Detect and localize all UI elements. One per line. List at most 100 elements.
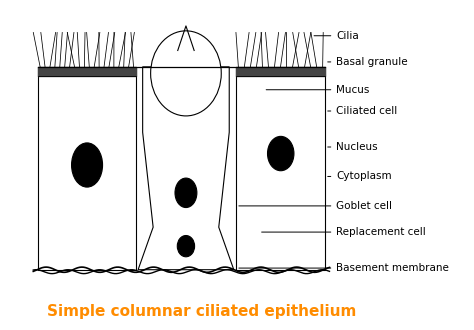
Point	[318, 209, 326, 214]
Point	[146, 85, 154, 90]
Point	[268, 256, 275, 261]
Point	[195, 131, 202, 137]
Point	[209, 160, 217, 166]
Point	[60, 129, 68, 134]
Point	[255, 161, 262, 166]
Point	[282, 89, 290, 94]
Point	[149, 214, 156, 219]
Point	[63, 240, 70, 246]
Point	[160, 111, 167, 116]
Point	[273, 215, 281, 221]
Point	[52, 179, 59, 184]
Point	[277, 123, 284, 128]
Point	[46, 242, 54, 247]
Point	[291, 187, 299, 192]
Point	[204, 115, 212, 120]
Point	[276, 206, 283, 212]
Point	[249, 119, 257, 124]
Point	[272, 199, 279, 204]
Point	[171, 179, 179, 184]
Point	[195, 192, 202, 197]
Point	[173, 204, 181, 210]
Point	[145, 144, 152, 149]
Point	[246, 122, 254, 128]
Point	[177, 82, 184, 88]
Point	[99, 238, 106, 243]
Point	[53, 261, 60, 267]
Point	[219, 84, 227, 89]
Point	[108, 254, 115, 260]
Point	[151, 142, 159, 147]
Point	[164, 139, 171, 144]
Point	[275, 113, 283, 118]
Point	[167, 227, 175, 233]
Point	[266, 254, 274, 259]
Point	[153, 169, 160, 174]
Point	[278, 102, 285, 107]
Point	[152, 220, 160, 225]
Point	[171, 140, 178, 145]
Point	[282, 143, 290, 148]
Point	[186, 69, 193, 74]
Point	[66, 208, 73, 214]
Point	[72, 204, 80, 210]
Point	[292, 87, 299, 92]
Point	[61, 167, 68, 173]
Point	[88, 78, 96, 83]
Point	[210, 47, 217, 52]
Point	[285, 145, 293, 150]
Point	[294, 189, 301, 194]
Point	[290, 82, 297, 88]
Point	[184, 186, 191, 192]
Polygon shape	[138, 67, 234, 270]
Point	[58, 184, 65, 190]
Point	[91, 247, 98, 252]
Point	[127, 253, 134, 258]
Point	[236, 138, 243, 143]
Point	[79, 246, 87, 251]
Point	[81, 149, 88, 154]
Point	[56, 147, 64, 152]
Point	[308, 189, 315, 194]
Text: Basement membrane: Basement membrane	[239, 263, 449, 273]
Point	[176, 246, 183, 251]
Point	[218, 80, 226, 85]
Point	[70, 238, 77, 244]
Point	[254, 141, 261, 146]
Point	[83, 93, 91, 99]
Point	[261, 90, 269, 96]
Point	[63, 165, 71, 170]
Point	[108, 144, 116, 149]
Point	[186, 104, 193, 109]
Point	[118, 152, 126, 158]
Point	[143, 141, 151, 146]
Point	[95, 142, 103, 147]
Point	[55, 124, 63, 130]
Point	[301, 199, 309, 204]
Point	[47, 120, 55, 126]
Point	[183, 109, 191, 115]
Point	[269, 199, 276, 205]
Point	[66, 207, 73, 212]
Point	[98, 168, 106, 173]
Point	[141, 162, 149, 168]
Point	[287, 217, 294, 222]
Point	[301, 192, 308, 197]
Point	[267, 83, 274, 89]
Point	[38, 112, 46, 117]
Point	[165, 110, 173, 116]
Point	[146, 106, 154, 111]
Point	[85, 103, 92, 108]
Point	[178, 95, 185, 101]
Point	[206, 30, 213, 35]
Point	[203, 251, 211, 256]
Point	[294, 247, 302, 252]
Point	[155, 223, 163, 228]
Point	[259, 121, 266, 126]
Point	[201, 192, 209, 197]
Point	[238, 189, 246, 194]
Point	[237, 116, 245, 121]
Point	[99, 84, 107, 89]
Point	[269, 230, 276, 236]
Point	[167, 143, 175, 148]
